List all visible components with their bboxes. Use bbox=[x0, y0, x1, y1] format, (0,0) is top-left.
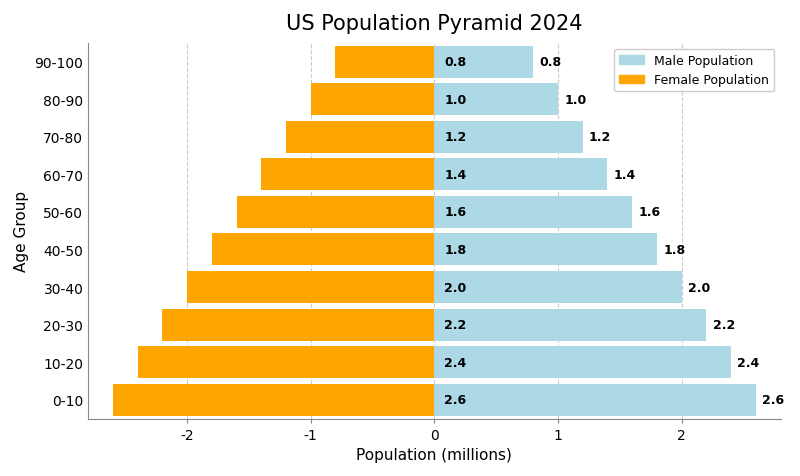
Text: 1.6: 1.6 bbox=[444, 206, 466, 219]
Text: 1.4: 1.4 bbox=[614, 169, 636, 181]
Bar bbox=[212, 234, 434, 266]
Text: 1.8: 1.8 bbox=[663, 243, 686, 257]
Text: 1.0: 1.0 bbox=[444, 93, 466, 107]
Text: 2.0: 2.0 bbox=[688, 281, 710, 294]
Bar bbox=[434, 84, 558, 116]
Title: US Population Pyramid 2024: US Population Pyramid 2024 bbox=[286, 14, 582, 34]
Bar bbox=[138, 347, 434, 378]
X-axis label: Population (millions): Population (millions) bbox=[357, 447, 512, 462]
Text: 0.8: 0.8 bbox=[539, 56, 562, 69]
Text: 1.8: 1.8 bbox=[444, 243, 466, 257]
Bar bbox=[237, 197, 434, 228]
Text: 1.6: 1.6 bbox=[638, 206, 661, 219]
Text: 2.2: 2.2 bbox=[713, 318, 735, 331]
Bar bbox=[434, 121, 582, 153]
Text: 1.4: 1.4 bbox=[444, 169, 466, 181]
Legend: Male Population, Female Population: Male Population, Female Population bbox=[614, 50, 774, 92]
Text: 1.0: 1.0 bbox=[564, 93, 586, 107]
Text: 1.2: 1.2 bbox=[589, 131, 611, 144]
Bar bbox=[434, 234, 657, 266]
Text: 2.6: 2.6 bbox=[444, 393, 466, 407]
Text: 2.0: 2.0 bbox=[444, 281, 466, 294]
Bar bbox=[434, 309, 706, 341]
Bar bbox=[434, 347, 731, 378]
Bar bbox=[162, 309, 434, 341]
Text: 2.6: 2.6 bbox=[762, 393, 784, 407]
Bar bbox=[335, 47, 434, 79]
Text: 0.8: 0.8 bbox=[444, 56, 466, 69]
Bar bbox=[434, 47, 534, 79]
Bar bbox=[262, 159, 434, 191]
Text: 1.2: 1.2 bbox=[444, 131, 466, 144]
Text: 2.2: 2.2 bbox=[444, 318, 466, 331]
Text: 2.4: 2.4 bbox=[738, 356, 759, 369]
Bar bbox=[434, 271, 682, 303]
Bar bbox=[113, 384, 434, 416]
Bar bbox=[187, 271, 434, 303]
Text: 2.4: 2.4 bbox=[444, 356, 466, 369]
Bar bbox=[434, 159, 607, 191]
Bar bbox=[434, 197, 632, 228]
Bar bbox=[310, 84, 434, 116]
Bar bbox=[434, 384, 756, 416]
Y-axis label: Age Group: Age Group bbox=[14, 191, 29, 272]
Bar bbox=[286, 121, 434, 153]
